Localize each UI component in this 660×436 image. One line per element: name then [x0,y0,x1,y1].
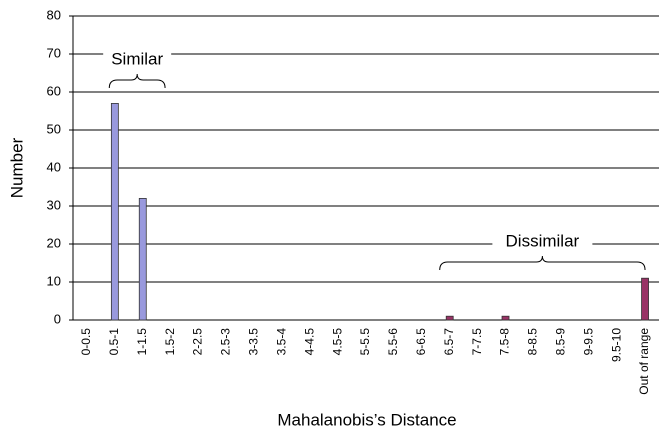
x-tick-label: 4.5-5 [330,328,344,356]
bar [641,277,649,321]
x-tick-label: 1-1.5 [135,328,149,356]
x-tick-label: 3.5-4 [274,328,288,356]
x-tick-label: 0.5-1 [107,328,121,356]
x-tick-label: 6.5-7 [442,328,456,356]
y-tick-label: 60 [47,83,61,98]
y-tick-label: 70 [47,45,61,60]
x-tick-label: 0-0.5 [79,328,93,356]
x-tick-label: 8.5-9 [554,328,568,356]
x-tick-label: 9-9.5 [581,328,595,356]
label-bg [103,49,172,71]
label-bg [492,231,593,253]
y-tick-label: 50 [47,121,61,136]
y-axis-title: Number [7,137,26,198]
x-tick-label: 4-4.5 [302,328,316,356]
bar [445,315,454,321]
annotation: Dissimilar [506,231,580,250]
y-tick-label: 80 [47,7,61,22]
y-tick-label: 40 [47,159,61,174]
x-axis-title: Mahalanobis’s Distance [277,410,456,429]
x-tick-label: 2.5-3 [219,328,233,356]
x-tick-label: 7.5-8 [498,328,512,356]
x-tick-label: 2-2.5 [191,328,205,356]
x-tick-label: 1.5-2 [163,328,177,356]
bar [138,197,147,321]
y-tick-label: 30 [47,197,61,212]
x-tick-label: 7-7.5 [470,328,484,356]
x-tick-label: 9.5-10 [609,328,623,362]
bar [110,103,119,321]
annotation: Similar [111,49,163,68]
x-tick-label: 5-5.5 [358,328,372,356]
similar-brace [108,73,166,89]
dissimilar-brace [439,255,646,271]
y-tick-label: 20 [47,235,61,250]
x-tick-label: 8-8.5 [526,328,540,356]
y-tick-label: 0 [54,311,61,326]
y-tick-label: 10 [47,273,61,288]
x-tick-label: 3-3.5 [247,328,261,356]
x-tick-label: Out of range [637,328,651,395]
bar [501,315,510,321]
x-tick-label: 5.5-6 [386,328,400,356]
x-tick-label: 6-6.5 [414,328,428,356]
